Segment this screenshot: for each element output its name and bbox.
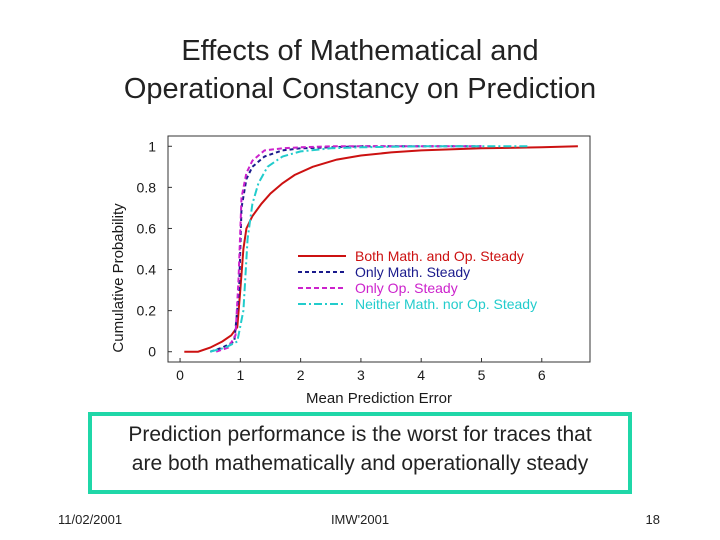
conclusion-line-2: are both mathematically and operationall… xyxy=(131,452,589,475)
footer-date: 11/02/2001 xyxy=(58,512,123,527)
x-tick-label: 2 xyxy=(297,367,305,383)
x-tick-label: 5 xyxy=(478,367,486,383)
y-tick-label: 0.4 xyxy=(137,262,157,278)
legend-label-4: Neither Math. nor Op. Steady xyxy=(355,296,537,312)
slide-title-line-2: Operational Constancy on Prediction xyxy=(123,73,597,105)
legend-label-1: Both Math. and Op. Steady xyxy=(355,248,524,264)
y-axis-label: Cumulative Probability xyxy=(110,203,127,353)
legend-label-2: Only Math. Steady xyxy=(355,264,470,280)
legend-label-3: Only Op. Steady xyxy=(355,280,458,296)
x-tick-label: 0 xyxy=(176,367,184,383)
series-line-4 xyxy=(209,145,530,353)
plot-frame xyxy=(167,135,591,363)
conclusion-box: Prediction performance is the worst for … xyxy=(88,412,632,494)
chart-series xyxy=(184,145,578,353)
x-tick-label: 6 xyxy=(538,367,546,383)
x-tick-label: 4 xyxy=(417,367,425,383)
series-line-3 xyxy=(215,145,482,353)
footer-conference: IMW'2001 xyxy=(330,512,390,527)
y-tick-label: 0.2 xyxy=(137,303,157,319)
y-tick-label: 1 xyxy=(148,138,156,154)
conclusion-line-1: Prediction performance is the worst for … xyxy=(128,423,592,446)
cdf-chart: 0 1 2 3 4 5 6 0 0.2 0.4 0.6 0.8 1 Both Math. and Op.… xyxy=(110,135,591,407)
y-tick-label: 0 xyxy=(148,344,156,360)
chart-axes: 0 1 2 3 4 5 6 0 0.2 0.4 0.6 0.8 1 xyxy=(137,135,591,383)
y-tick-label: 0.8 xyxy=(137,179,157,195)
footer-page-number: 18 xyxy=(645,512,660,527)
x-tick-label: 1 xyxy=(236,367,244,383)
slide-title-line-1: Effects of Mathematical and xyxy=(181,35,539,67)
y-tick-label: 0.6 xyxy=(137,220,157,236)
x-axis-label: Mean Prediction Error xyxy=(306,390,452,407)
series-line-1 xyxy=(184,145,578,353)
x-tick-label: 3 xyxy=(357,367,365,383)
